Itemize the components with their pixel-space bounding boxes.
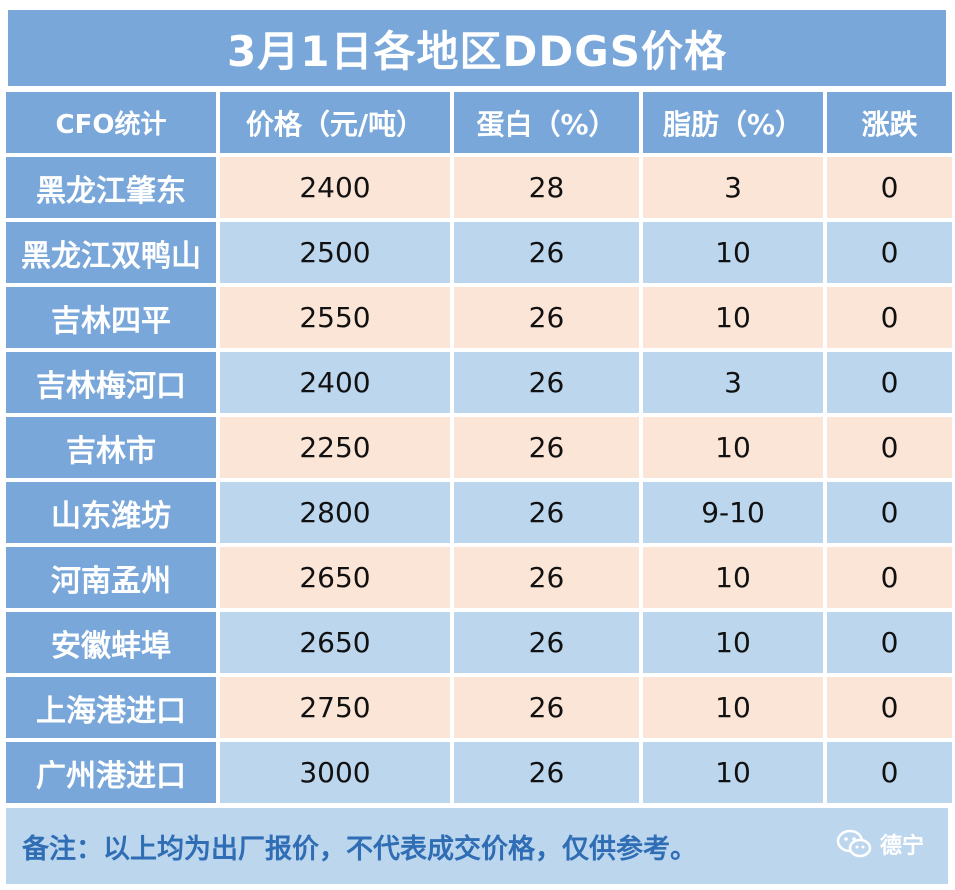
fat-cell: 10 [643, 287, 823, 348]
page-title: 3月1日各地区DDGS价格 [6, 8, 948, 88]
change-cell: 0 [827, 482, 952, 543]
change-cell: 0 [827, 742, 952, 803]
change-cell: 0 [827, 547, 952, 608]
fat-cell: 10 [643, 742, 823, 803]
price-cell: 2750 [220, 677, 450, 738]
protein-cell: 26 [454, 742, 639, 803]
fat-cell: 3 [643, 352, 823, 413]
row-label-region: 黑龙江双鸭山 [6, 222, 216, 283]
price-table-frame: 3月1日各地区DDGS价格 CFO统计 价格（元/吨） 蛋白（%） 脂肪（%） … [6, 8, 952, 884]
change-cell: 0 [827, 352, 952, 413]
protein-cell: 26 [454, 417, 639, 478]
row-label-region: 安徽蚌埠 [6, 612, 216, 673]
fat-cell: 9-10 [643, 482, 823, 543]
change-cell: 0 [827, 157, 952, 218]
header-cell-change: 涨跌 [827, 92, 952, 153]
row-label-region: 河南孟州 [6, 547, 216, 608]
row-label-region: 山东潍坊 [6, 482, 216, 543]
row-label-region: 吉林梅河口 [6, 352, 216, 413]
price-cell: 2500 [220, 222, 450, 283]
price-table: CFO统计 价格（元/吨） 蛋白（%） 脂肪（%） 涨跌 黑龙江肇东 2400 28… [6, 92, 952, 803]
price-cell: 2650 [220, 612, 450, 673]
watermark: 德宁 [836, 828, 924, 860]
protein-cell: 26 [454, 287, 639, 348]
protein-cell: 26 [454, 222, 639, 283]
footnote: 备注：以上均为出厂报价，不代表成交价格，仅供参考。 [6, 808, 948, 884]
fat-cell: 10 [643, 612, 823, 673]
watermark-label: 德宁 [879, 834, 924, 859]
protein-cell: 26 [454, 547, 639, 608]
header-cell-price: 价格（元/吨） [220, 92, 450, 153]
protein-cell: 26 [454, 677, 639, 738]
fat-cell: 10 [643, 677, 823, 738]
price-cell: 2550 [220, 287, 450, 348]
header-cell-protein: 蛋白（%） [454, 92, 639, 153]
protein-cell: 26 [454, 482, 639, 543]
price-cell: 2250 [220, 417, 450, 478]
price-cell: 2400 [220, 352, 450, 413]
header-cell-cfo: CFO统计 [6, 92, 216, 153]
protein-cell: 26 [454, 352, 639, 413]
price-cell: 2400 [220, 157, 450, 218]
change-cell: 0 [827, 287, 952, 348]
footnote-text: 备注：以上均为出厂报价，不代表成交价格，仅供参考。 [22, 833, 697, 865]
fat-cell: 10 [643, 222, 823, 283]
change-cell: 0 [827, 677, 952, 738]
row-label-region: 吉林市 [6, 417, 216, 478]
price-cell: 2800 [220, 482, 450, 543]
row-label-region: 上海港进口 [6, 677, 216, 738]
change-cell: 0 [827, 222, 952, 283]
fat-cell: 3 [643, 157, 823, 218]
wechat-icon [836, 829, 872, 858]
price-cell: 3000 [220, 742, 450, 803]
price-cell: 2650 [220, 547, 450, 608]
row-label-region: 黑龙江肇东 [6, 157, 216, 218]
change-cell: 0 [827, 417, 952, 478]
fat-cell: 10 [643, 417, 823, 478]
change-cell: 0 [827, 612, 952, 673]
header-cell-fat: 脂肪（%） [643, 92, 823, 153]
protein-cell: 28 [454, 157, 639, 218]
row-label-region: 吉林四平 [6, 287, 216, 348]
row-label-region: 广州港进口 [6, 742, 216, 803]
fat-cell: 10 [643, 547, 823, 608]
protein-cell: 26 [454, 612, 639, 673]
